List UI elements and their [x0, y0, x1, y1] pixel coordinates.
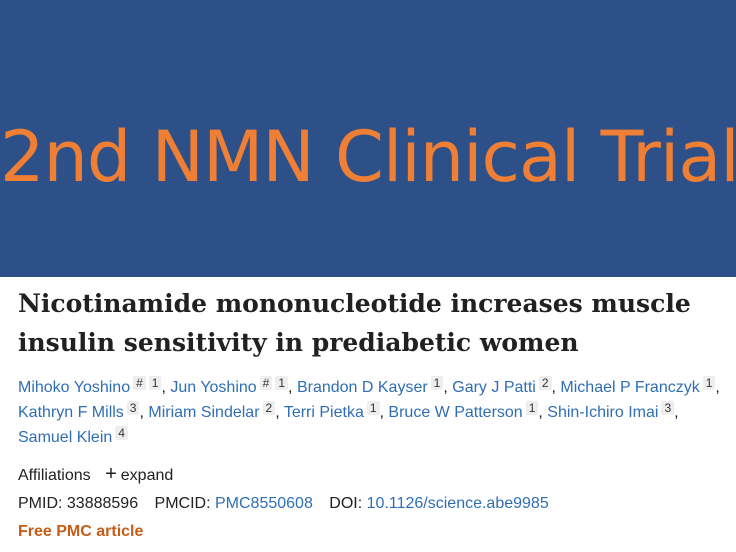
author-link[interactable]: Miriam Sindelar: [148, 404, 260, 421]
affiliations-label: Affiliations: [18, 467, 91, 484]
equal-contribution-mark[interactable]: #: [133, 376, 146, 390]
article-title: Nicotinamide mononucleotide increases mu…: [18, 289, 691, 357]
author-link[interactable]: Michael P Franczyk: [560, 379, 700, 396]
article-header: Nicotinamide mononucleotide increases mu…: [18, 284, 730, 544]
author-link[interactable]: Jun Yoshino: [170, 379, 257, 396]
pmcid-label: PMCID:: [154, 495, 211, 512]
doi-label: DOI:: [329, 495, 363, 512]
affiliation-mark[interactable]: 1: [148, 376, 162, 390]
affiliation-mark[interactable]: 4: [115, 426, 128, 440]
affiliation-mark[interactable]: 3: [661, 401, 675, 415]
pmid-value: 33888596: [66, 495, 139, 512]
banner-title: 2nd NMN Clinical Trial: [0, 116, 736, 198]
author-link[interactable]: Bruce W Patterson: [388, 404, 523, 421]
free-pmc-article-link[interactable]: Free PMC article: [18, 523, 144, 540]
affiliation-mark[interactable]: 1: [525, 401, 539, 415]
author-link[interactable]: Brandon D Kayser: [296, 379, 428, 396]
affiliation-mark[interactable]: 3: [126, 401, 140, 415]
pmcid-link[interactable]: PMC8550608: [215, 495, 313, 512]
banner: 2nd NMN Clinical Trial: [0, 0, 736, 277]
author-list: Mihoko Yoshino #1, Jun Yoshino #1, Brandon…: [18, 376, 720, 446]
pmid-label: PMID:: [18, 495, 63, 512]
affiliation-mark[interactable]: 2: [262, 401, 276, 415]
identifiers-row: PMID: 33888596 PMCID: PMC8550608 DOI: 10…: [18, 492, 730, 516]
equal-contribution-mark[interactable]: #: [259, 376, 273, 390]
author-link[interactable]: Mihoko Yoshino: [18, 379, 131, 396]
author-link[interactable]: Shin-Ichiro Imai: [547, 404, 659, 421]
affiliation-mark[interactable]: 1: [430, 376, 444, 390]
affiliation-mark[interactable]: 1: [275, 376, 289, 390]
affiliation-mark[interactable]: 1: [366, 401, 380, 415]
affiliation-mark[interactable]: 1: [702, 376, 716, 390]
affiliation-mark[interactable]: 2: [538, 376, 552, 390]
plus-icon[interactable]: +: [105, 463, 117, 485]
expand-affiliations-button[interactable]: expand: [120, 467, 174, 484]
affiliations-row: Affiliations + expand: [18, 462, 730, 488]
author-link[interactable]: Terri Pietka: [283, 404, 364, 421]
author-link[interactable]: Samuel Klein: [18, 429, 113, 446]
author-link[interactable]: Gary J Patti: [452, 379, 536, 396]
doi-link[interactable]: 10.1126/science.abe9985: [366, 495, 549, 512]
author-link[interactable]: Kathryn F Mills: [18, 404, 124, 421]
